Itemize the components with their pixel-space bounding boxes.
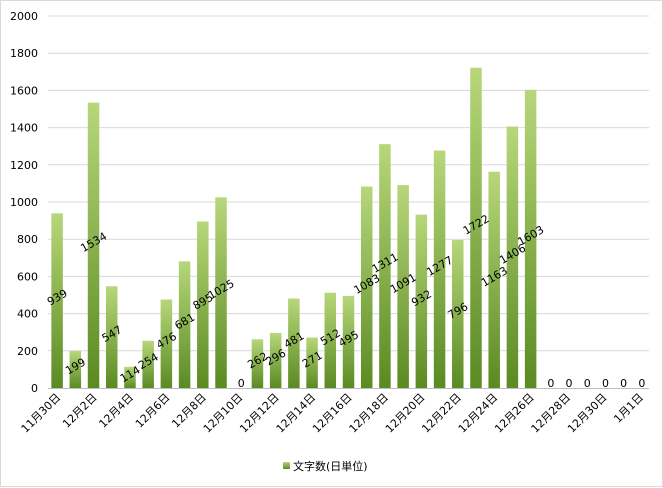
bar xyxy=(306,337,318,388)
legend-swatch xyxy=(283,462,290,469)
bar xyxy=(488,171,500,388)
y-tick-label: 400 xyxy=(17,308,38,321)
bar xyxy=(324,292,337,388)
bar xyxy=(415,214,428,388)
data-label: 0 xyxy=(566,377,573,390)
gridlines xyxy=(48,15,649,352)
bar xyxy=(452,239,464,388)
bar xyxy=(397,185,409,388)
bar xyxy=(379,144,391,388)
data-label: 0 xyxy=(602,377,609,390)
bars xyxy=(51,67,537,389)
x-tick-label: 11月30日 xyxy=(19,391,64,436)
bar xyxy=(269,332,282,388)
bar xyxy=(433,150,446,388)
bar xyxy=(178,261,191,388)
x-tick-label: 12月30日 xyxy=(565,391,610,436)
bar xyxy=(506,126,519,388)
bar xyxy=(342,295,355,388)
y-tick-label: 1200 xyxy=(10,159,38,172)
y-tick-label: 1600 xyxy=(10,84,38,97)
y-tick-label: 1800 xyxy=(10,47,38,60)
bar xyxy=(470,67,482,388)
bar xyxy=(197,221,209,388)
x-tick-label: 12月6日 xyxy=(133,391,173,431)
bar xyxy=(288,298,300,388)
bar xyxy=(124,366,136,388)
bar xyxy=(160,299,173,388)
data-label: 0 xyxy=(638,377,645,390)
y-axis-ticks: 0 200 400 600 800 1000 1200 1400 1600 1800 2000 xyxy=(10,10,38,395)
x-axis-ticks: 11月30日12月2日12月4日12月6日12月8日12月10日12月12日12… xyxy=(19,391,646,436)
bar xyxy=(105,286,118,388)
bar xyxy=(215,197,227,388)
y-tick-label: 0 xyxy=(31,382,38,395)
bar xyxy=(142,340,154,388)
data-label: 0 xyxy=(547,377,554,390)
legend-entry: 文字数(日単位) xyxy=(293,459,368,473)
data-label: 0 xyxy=(620,377,627,390)
bar xyxy=(51,213,63,388)
data-label: 0 xyxy=(238,377,245,390)
y-tick-label: 1400 xyxy=(10,122,38,135)
bar xyxy=(87,102,100,389)
x-tick-label: 1月1日 xyxy=(611,391,646,426)
y-tick-label: 800 xyxy=(17,233,38,246)
legend: 文字数(日単位) xyxy=(283,459,368,473)
bar xyxy=(69,350,82,388)
bar xyxy=(251,339,264,388)
y-tick-label: 2000 xyxy=(10,10,38,23)
y-tick-label: 200 xyxy=(17,345,38,358)
y-tick-label: 600 xyxy=(17,270,38,283)
data-label: 0 xyxy=(584,377,591,390)
bar xyxy=(360,186,373,388)
y-tick-label: 1000 xyxy=(10,196,38,209)
x-tick-label: 12月2日 xyxy=(60,391,100,431)
x-tick-label: 12月4日 xyxy=(96,391,136,431)
bar xyxy=(524,89,537,388)
